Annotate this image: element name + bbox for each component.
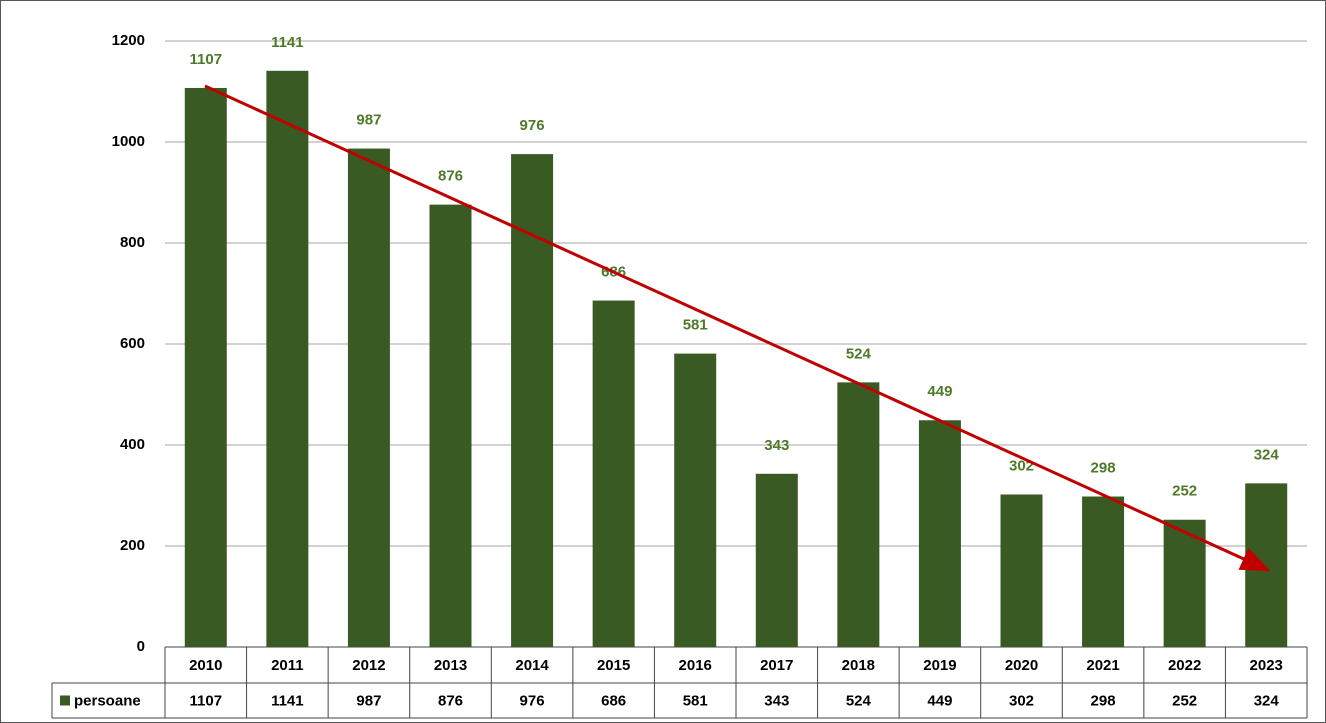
x-tick-label: 2018 [842,657,875,674]
x-tick-label: 2012 [352,657,385,674]
bar [1163,519,1206,647]
table-value: 1141 [271,692,304,709]
table-value: 343 [764,692,789,709]
table-value: 302 [1009,692,1034,709]
table-value: 449 [927,692,952,709]
x-tick-label: 2019 [923,657,956,674]
x-tick-label: 2015 [597,657,630,674]
y-tick-label: 1000 [112,133,145,150]
y-tick-label: 800 [120,234,145,251]
data-label: 252 [1172,483,1197,500]
table-value: 686 [601,692,626,709]
data-label: 876 [438,168,463,185]
x-tick-label: 2023 [1250,657,1283,674]
bar [347,148,390,647]
data-label: 581 [683,317,708,334]
bar [837,382,880,647]
bar [592,300,635,647]
x-tick-label: 2016 [679,657,712,674]
bar [429,204,472,647]
data-label: 1107 [190,51,223,68]
x-tick-label: 2017 [760,657,793,674]
table-value: 987 [356,692,381,709]
bar [755,473,798,647]
data-label: 1141 [271,34,304,51]
table-value: 298 [1091,692,1116,709]
table-value: 252 [1172,692,1197,709]
y-tick-label: 400 [120,436,145,453]
y-tick-label: 200 [120,537,145,554]
trend-arrow [204,84,1271,572]
bar [1245,483,1288,647]
y-tick-label: 1200 [112,32,145,49]
x-tick-label: 2013 [434,657,467,674]
x-tick-label: 2011 [271,657,304,674]
data-label: 302 [1009,457,1034,474]
data-label: 298 [1091,459,1116,476]
bar [918,420,961,647]
data-label: 987 [356,112,381,129]
y-tick-label: 600 [120,335,145,352]
plot: 0 200 400 600 800 1000 1200 persoane 2010 1107 110… [51,32,1308,719]
x-tick-label: 2014 [515,657,549,674]
legend-swatch [60,695,70,706]
bar [184,87,227,648]
data-label: 324 [1254,446,1280,463]
x-tick-label: 2022 [1168,657,1201,674]
data-label: 343 [764,437,789,454]
table-value: 524 [846,692,872,709]
data-label: 524 [846,345,872,362]
table-value: 876 [438,692,463,709]
table-value: 324 [1254,692,1280,709]
bar [1082,496,1125,647]
y-tick-label: 0 [137,638,145,655]
bar [674,353,717,647]
bar [1000,494,1043,647]
bar [266,70,309,648]
x-tick-label: 2010 [189,657,222,674]
legend-label: persoane [74,692,141,709]
data-label: 449 [927,383,952,400]
table-value: 1107 [190,692,223,709]
table-value: 976 [520,692,545,709]
x-tick-label: 2021 [1086,657,1119,674]
data-label: 976 [520,117,545,134]
table-value: 581 [683,692,708,709]
x-tick-label: 2020 [1005,657,1038,674]
